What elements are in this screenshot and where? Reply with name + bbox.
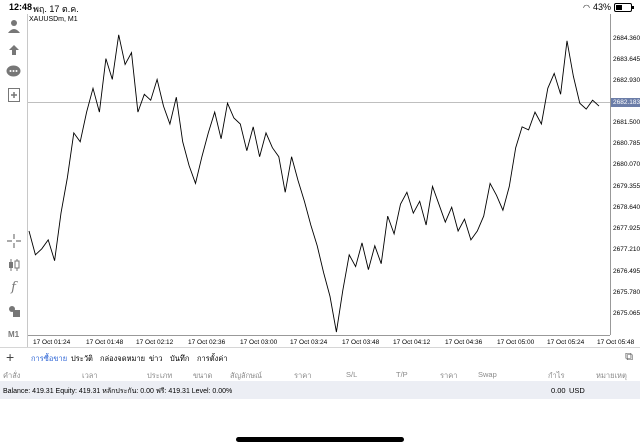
time-axis-label: 17 Oct 04:12 bbox=[393, 339, 431, 346]
price-axis-label: 2682.930 bbox=[613, 77, 640, 84]
time-axis-label: 17 Oct 05:00 bbox=[497, 339, 535, 346]
crosshair-icon[interactable] bbox=[5, 232, 22, 249]
total-profit: 0.00 bbox=[551, 386, 566, 395]
tab-news[interactable]: ข่าว bbox=[149, 354, 163, 363]
column-sl: S/L bbox=[346, 370, 358, 379]
column-order: คำสั่ง bbox=[3, 371, 21, 380]
time-axis-label: 17 Oct 03:24 bbox=[290, 339, 328, 346]
objects-icon[interactable] bbox=[5, 302, 22, 319]
chart-symbol-title: XAUUSDm, M1 bbox=[29, 16, 78, 23]
column-time: เวลา bbox=[82, 371, 98, 380]
time-axis bbox=[28, 335, 610, 348]
wifi-icon: ◠ bbox=[583, 2, 590, 12]
status-date: พฤ. 17 ต.ค. bbox=[33, 4, 79, 14]
column-comment: หมายเหตุ bbox=[596, 371, 627, 380]
price-axis-label: 2679.355 bbox=[613, 183, 640, 190]
new-order-icon[interactable] bbox=[5, 86, 22, 103]
add-icon[interactable]: + bbox=[6, 349, 15, 365]
column-profit: กำไร bbox=[548, 371, 565, 380]
account-currency: USD bbox=[569, 386, 585, 395]
price-series-line bbox=[28, 34, 600, 333]
status-bar: 12:48 พฤ. 17 ต.ค. ◠ 43% bbox=[0, 0, 640, 14]
trade-columns-header: คำสั่ง เวลา ประเภท ขนาด สัญลักษณ์ ราคา S… bbox=[0, 366, 640, 381]
trade-arrows-icon[interactable] bbox=[5, 40, 22, 57]
price-axis-label: 2680.785 bbox=[613, 140, 640, 147]
column-swap: Swap bbox=[478, 370, 497, 379]
time-axis-label: 17 Oct 02:36 bbox=[188, 339, 226, 346]
timeframe-button[interactable]: M1 bbox=[7, 330, 20, 339]
tab-mailbox[interactable]: กล่องจดหมาย bbox=[100, 354, 146, 363]
price-axis bbox=[610, 14, 640, 335]
candlestick-icon[interactable] bbox=[5, 256, 22, 273]
chat-icon[interactable] bbox=[5, 63, 22, 80]
price-axis-label: 2675.065 bbox=[613, 310, 640, 317]
bid-price-label: 2682.183 bbox=[611, 98, 640, 107]
price-axis-label: 2676.495 bbox=[613, 268, 640, 275]
price-axis-label: 2683.645 bbox=[613, 56, 640, 63]
time-axis-label: 17 Oct 05:24 bbox=[547, 339, 585, 346]
status-right: ◠ 43% bbox=[583, 2, 634, 12]
time-axis-label: 17 Oct 02:12 bbox=[136, 339, 174, 346]
indicators-icon[interactable]: f bbox=[11, 280, 16, 295]
battery-percent: 43% bbox=[592, 2, 611, 12]
time-axis-label: 17 Oct 01:48 bbox=[86, 339, 124, 346]
column-tp: T/P bbox=[396, 370, 408, 379]
time-axis-label: 17 Oct 03:00 bbox=[240, 339, 278, 346]
tab-journal[interactable]: บันทึก bbox=[170, 354, 190, 363]
time-axis-label: 17 Oct 03:48 bbox=[342, 339, 380, 346]
battery-icon bbox=[614, 2, 634, 12]
column-type: ประเภท bbox=[147, 371, 173, 380]
chart-toolbar: f M1 bbox=[0, 14, 28, 347]
price-axis-label: 2677.210 bbox=[613, 246, 640, 253]
time-axis-label: 17 Oct 05:48 bbox=[597, 339, 635, 346]
terminal-tabs: + การซื้อขาย ประวัติ กล่องจดหมาย ข่าว บั… bbox=[0, 347, 640, 368]
balance-summary: Balance: 419.31 Equity: 419.31 หลักประกั… bbox=[3, 388, 233, 395]
status-time: 12:48 bbox=[9, 2, 33, 12]
price-axis-label: 2677.925 bbox=[613, 225, 640, 232]
price-axis-label: 2678.640 bbox=[613, 204, 640, 211]
price-axis-label: 2680.070 bbox=[613, 161, 640, 168]
tab-history[interactable]: ประวัติ bbox=[71, 354, 93, 363]
price-axis-label: 2675.780 bbox=[613, 289, 640, 296]
balance-row: Balance: 419.31 Equity: 419.31 หลักประกั… bbox=[0, 381, 640, 399]
home-indicator bbox=[236, 437, 404, 442]
column-price: ราคา bbox=[294, 371, 312, 380]
price-chart[interactable] bbox=[28, 14, 610, 335]
tab-settings[interactable]: การตั้งค่า bbox=[197, 354, 228, 363]
time-axis-label: 17 Oct 01:24 bbox=[33, 339, 71, 346]
column-volume: ขนาด bbox=[193, 371, 213, 380]
account-icon[interactable] bbox=[5, 17, 22, 34]
price-axis-label: 2681.500 bbox=[613, 119, 640, 126]
column-current-price: ราคา bbox=[440, 371, 458, 380]
time-axis-label: 17 Oct 04:36 bbox=[445, 339, 483, 346]
column-symbol: สัญลักษณ์ bbox=[230, 371, 263, 380]
price-axis-label: 2684.360 bbox=[613, 35, 640, 42]
layout-icon[interactable]: ⧉ bbox=[625, 351, 633, 363]
